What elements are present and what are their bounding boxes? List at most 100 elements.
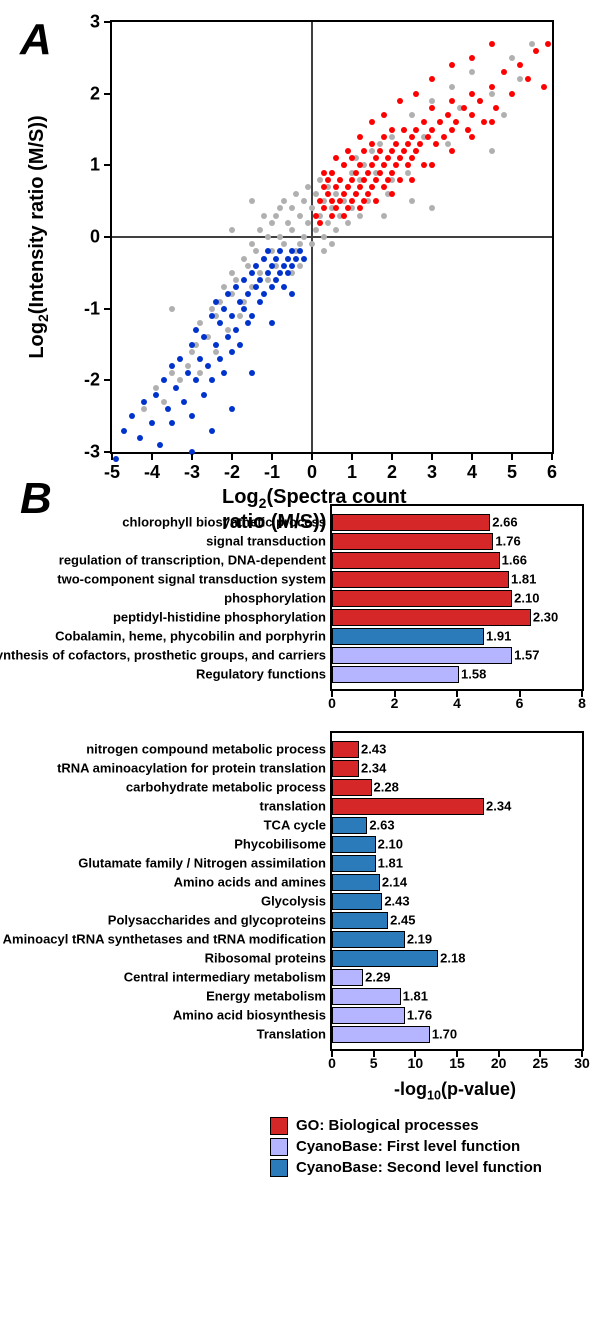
data-point xyxy=(309,205,315,211)
data-point xyxy=(221,284,227,290)
data-point xyxy=(297,213,303,219)
data-point xyxy=(205,363,211,369)
data-point xyxy=(165,406,171,412)
data-point xyxy=(249,313,255,319)
data-point xyxy=(225,327,231,333)
data-point xyxy=(245,320,251,326)
data-point xyxy=(153,385,159,391)
bar-category-label: translation xyxy=(260,798,326,813)
data-point xyxy=(305,220,311,226)
data-point xyxy=(293,191,299,197)
data-point xyxy=(329,213,335,219)
bar-row: Polysaccharides and glycoproteins2.45 xyxy=(332,910,582,929)
data-point xyxy=(189,349,195,355)
data-point xyxy=(269,263,275,269)
data-point xyxy=(341,213,347,219)
bar-rect xyxy=(332,912,388,929)
bar-value-label: 2.43 xyxy=(361,741,386,756)
data-point xyxy=(389,148,395,154)
data-point xyxy=(489,41,495,47)
y-tick-label: 3 xyxy=(90,12,100,33)
data-point xyxy=(129,413,135,419)
bar-value-label: 1.76 xyxy=(495,533,520,548)
data-point xyxy=(525,76,531,82)
bar-rect xyxy=(332,874,380,891)
data-point xyxy=(301,256,307,262)
data-point xyxy=(373,155,379,161)
data-point xyxy=(185,370,191,376)
data-point xyxy=(169,363,175,369)
data-point xyxy=(225,334,231,340)
data-point xyxy=(273,213,279,219)
data-point xyxy=(429,76,435,82)
bar-row: Regulatory functions1.58 xyxy=(332,664,582,683)
data-point xyxy=(509,55,515,61)
data-point xyxy=(305,184,311,190)
bar-row: carbohydrate metabolic process2.28 xyxy=(332,777,582,796)
bar-x-tick-label: 6 xyxy=(516,695,524,711)
data-point xyxy=(317,220,323,226)
data-point xyxy=(541,84,547,90)
data-point xyxy=(389,134,395,140)
data-point xyxy=(397,98,403,104)
data-point xyxy=(329,241,335,247)
bar-rect xyxy=(332,628,484,645)
data-point xyxy=(501,112,507,118)
data-point xyxy=(249,270,255,276)
data-point xyxy=(445,141,451,147)
data-point xyxy=(413,91,419,97)
data-point xyxy=(413,148,419,154)
bar-row: peptidyl-histidine phosphorylation2.30 xyxy=(332,607,582,626)
data-point xyxy=(341,191,347,197)
data-point xyxy=(201,334,207,340)
data-point xyxy=(429,127,435,133)
bar-rect xyxy=(332,666,459,683)
data-point xyxy=(229,313,235,319)
data-point xyxy=(401,127,407,133)
bar-rect xyxy=(332,590,512,607)
data-point xyxy=(285,270,291,276)
bar-value-label: 1.70 xyxy=(432,1026,457,1041)
data-point xyxy=(313,213,319,219)
data-point xyxy=(429,205,435,211)
bar-x-tick-label: 2 xyxy=(391,695,399,711)
data-point xyxy=(257,299,263,305)
bar-rect xyxy=(332,571,509,588)
data-point xyxy=(289,248,295,254)
data-point xyxy=(401,148,407,154)
data-point xyxy=(469,55,475,61)
bar-value-label: 2.34 xyxy=(361,760,386,775)
y-tick-label: 2 xyxy=(90,83,100,104)
x-tick-label: 4 xyxy=(467,462,477,483)
data-point xyxy=(361,148,367,154)
y-tick-label: -1 xyxy=(84,298,100,319)
data-point xyxy=(285,256,291,262)
legend-item: GO: Biological processes xyxy=(270,1117,590,1135)
data-point xyxy=(229,406,235,412)
data-point xyxy=(325,220,331,226)
bar-category-label: Aminoacyl tRNA synthetases and tRNA modi… xyxy=(3,931,326,946)
bar-x-tick-label: 20 xyxy=(491,1055,507,1071)
data-point xyxy=(369,119,375,125)
bar-row: Central intermediary metabolism2.29 xyxy=(332,967,582,986)
data-point xyxy=(489,119,495,125)
data-point xyxy=(281,263,287,269)
data-point xyxy=(177,356,183,362)
data-point xyxy=(317,177,323,183)
data-point xyxy=(465,127,471,133)
bar-value-label: 2.43 xyxy=(384,893,409,908)
data-point xyxy=(169,306,175,312)
bar-value-label: 2.30 xyxy=(533,609,558,624)
bar-value-label: 1.76 xyxy=(407,1007,432,1022)
data-point xyxy=(269,320,275,326)
data-point xyxy=(357,213,363,219)
data-point xyxy=(245,291,251,297)
data-point xyxy=(533,48,539,54)
scatter-plot: Log2(Spectra count ratio (M/S)) Log2(Int… xyxy=(110,20,554,454)
bar-value-label: 1.81 xyxy=(378,855,403,870)
data-point xyxy=(313,227,319,233)
bar-value-label: 2.18 xyxy=(440,950,465,965)
data-point xyxy=(293,256,299,262)
bar-row: Amino acid biosynthesis1.76 xyxy=(332,1005,582,1024)
data-point xyxy=(197,370,203,376)
